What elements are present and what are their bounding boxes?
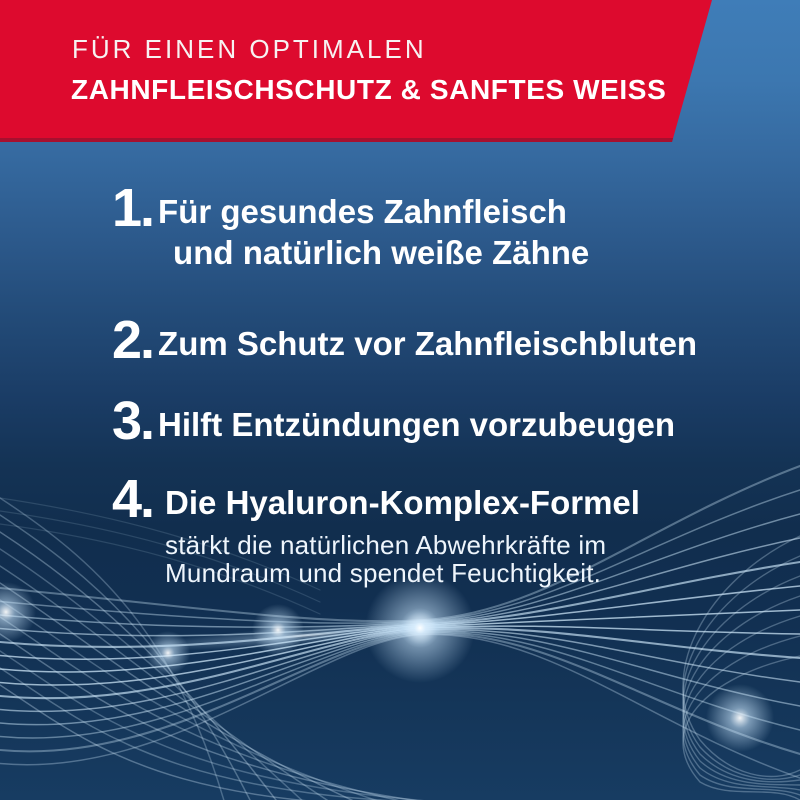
benefit-text-1: Für gesundes Zahnfleisch und natürlich w… (153, 180, 589, 273)
benefit-item-1: 1. Für gesundes Zahnfleisch und natürlic… (112, 180, 589, 273)
benefit-number-1: 1. (112, 178, 155, 238)
benefit-text-1-line1: Für gesundes Zahnfleisch (158, 193, 567, 230)
benefit-number-3: 3. (112, 391, 155, 451)
benefit-item-4: 4. Die Hyaluron-Komplex-Formel stärkt di… (112, 471, 640, 587)
benefit-number-2: 2. (112, 310, 155, 370)
benefit-text-4: Die Hyaluron-Komplex-Formel stärkt die n… (153, 471, 640, 587)
benefit-note-4: stärkt die natürlichen Abwehrkräfte im M… (165, 531, 640, 587)
benefit-text-4-title: Die Hyaluron-Komplex-Formel (165, 484, 640, 521)
benefit-item-2: 2. Zum Schutz vor Zahnfleischbluten (112, 312, 697, 368)
wave-svg (0, 464, 800, 800)
wave-pattern (0, 440, 800, 800)
glow-flares (0, 573, 774, 752)
headline-main: ZAHNFLEISCHSCHUTZ & SANFTES WEISS (71, 74, 667, 105)
benefit-note-4-line1: stärkt die natürlichen Abwehrkräfte im (165, 530, 607, 560)
headline-kicker: FÜR EINEN OPTIMALEN (72, 34, 427, 64)
header-banner: FÜR EINEN OPTIMALEN ZAHNFLEISCHSCHUTZ & … (0, 0, 712, 142)
benefit-text-1-line2: und natürlich weiße Zähne (173, 234, 590, 271)
benefit-text-3: Hilft Entzündungen vorzubeugen (158, 406, 675, 443)
benefit-note-4-line2: Mundraum und spendet Feuchtigkeit. (165, 558, 602, 588)
benefit-text-2: Zum Schutz vor Zahnfleischbluten (158, 325, 698, 362)
benefit-number-4: 4. (112, 469, 155, 529)
benefit-item-3: 3. Hilft Entzündungen vorzubeugen (112, 393, 675, 449)
